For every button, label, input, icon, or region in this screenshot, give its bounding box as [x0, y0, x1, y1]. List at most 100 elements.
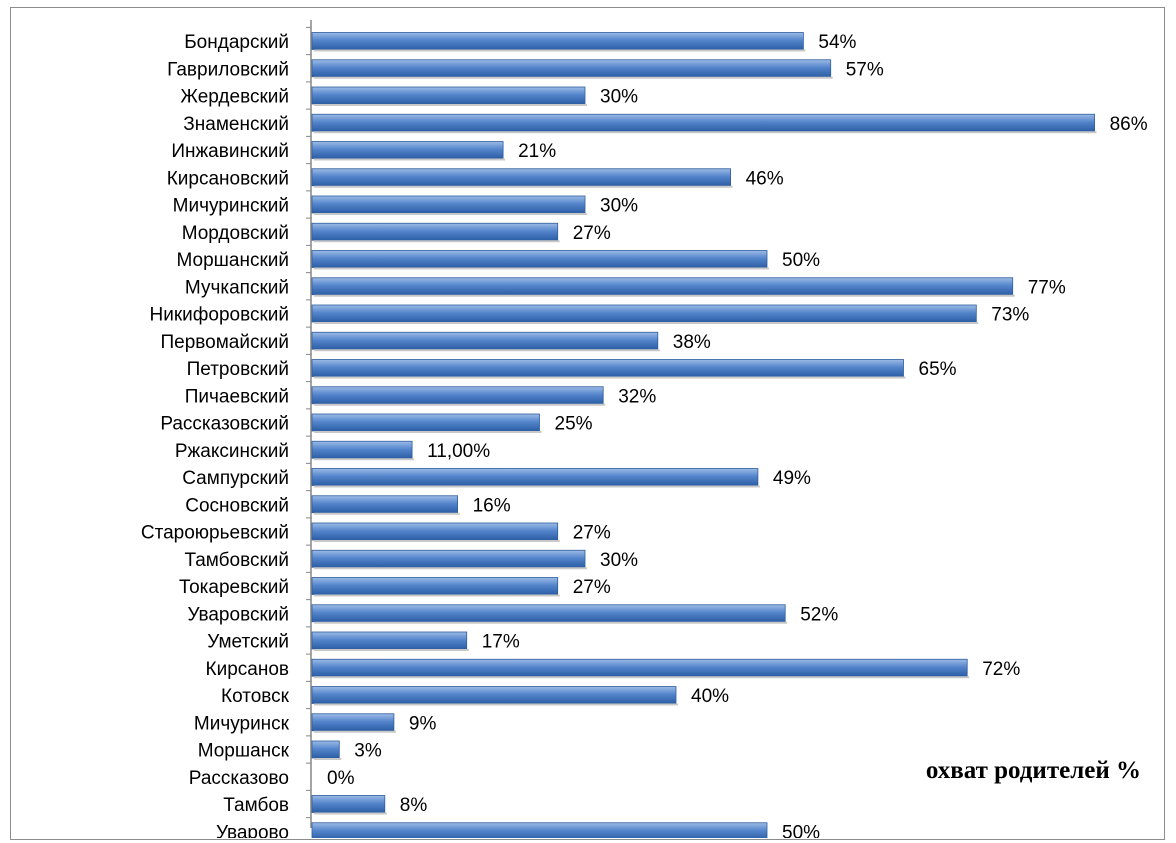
bar-shadow	[314, 104, 587, 106]
data-label: 27%	[573, 223, 611, 244]
bar-shadow	[314, 649, 469, 651]
category-label: Тамбовский	[184, 550, 289, 571]
category-label: Инжавинский	[171, 141, 289, 162]
bar-shadow	[314, 703, 678, 706]
category-label: Мичуринский	[173, 196, 289, 217]
bar	[311, 713, 395, 732]
bar-shadow	[314, 676, 970, 679]
data-label: 30%	[600, 196, 638, 217]
bar	[311, 331, 659, 350]
category-label: Моршанск	[198, 741, 290, 762]
data-label: 72%	[982, 659, 1020, 680]
category-label: Сосновский	[185, 495, 289, 516]
category-label: Токаревский	[179, 577, 289, 598]
category-label: Староюрьевский	[141, 523, 289, 544]
bar	[311, 577, 559, 595]
bar-shadow	[314, 322, 979, 324]
bar	[311, 32, 804, 50]
bar-shadow	[314, 213, 587, 215]
data-label: 46%	[746, 168, 784, 189]
bar-shadow	[314, 267, 769, 270]
bar	[311, 359, 904, 377]
category-label: Пичаевский	[185, 386, 289, 407]
bar-shadow	[314, 240, 560, 243]
data-label: 30%	[600, 550, 638, 571]
bar	[311, 222, 559, 241]
data-label: 3%	[354, 741, 382, 762]
data-label: 21%	[518, 141, 556, 162]
bar	[311, 795, 386, 813]
bar	[311, 413, 540, 432]
data-label: 32%	[618, 386, 656, 407]
bar-shadow	[314, 158, 506, 161]
bar-shadow	[314, 512, 460, 515]
category-label: Кирсанов	[206, 659, 289, 680]
category-label: Тамбов	[223, 795, 289, 816]
data-label: 16%	[473, 495, 511, 516]
bar	[311, 250, 768, 268]
bar-shadow	[314, 294, 1015, 297]
category-label: Рассказово	[189, 768, 289, 789]
category-label: Котовск	[221, 686, 290, 707]
data-label: 17%	[482, 632, 520, 653]
data-label: 38%	[673, 332, 711, 353]
bar-shadow	[314, 376, 906, 379]
category-label: Мичуринск	[194, 713, 290, 734]
bars-layer	[311, 32, 1097, 838]
bar	[311, 59, 832, 78]
category-label: Сампурский	[182, 468, 289, 489]
category-label: Уваровский	[187, 604, 289, 625]
data-label: 73%	[991, 305, 1029, 326]
labels-layer: Бондарский 54% Гавриловский 57% Жердевский 30…	[141, 32, 1148, 838]
bar-shadow	[314, 594, 560, 597]
bar-shadow	[314, 431, 542, 433]
category-label: Уметский	[207, 632, 289, 653]
data-label: 8%	[400, 795, 428, 816]
data-label: 0%	[327, 768, 355, 789]
bar	[311, 686, 677, 704]
category-label: Бондарский	[184, 32, 289, 53]
data-label: 50%	[782, 250, 820, 271]
category-label: Знаменский	[183, 114, 289, 135]
category-label: Мордовский	[182, 223, 289, 244]
bar-shadow	[314, 621, 788, 624]
bar-shadow	[314, 185, 733, 188]
category-label: Гавриловский	[167, 59, 289, 80]
bar	[311, 195, 586, 214]
data-label: 49%	[773, 468, 811, 489]
bar-shadow	[314, 567, 587, 570]
bar	[311, 113, 1095, 132]
category-label: Жердевский	[180, 87, 289, 108]
bar-shadow	[314, 458, 415, 461]
bar	[311, 549, 586, 568]
legend-label: охват родителей %	[926, 757, 1141, 784]
bar-shadow	[314, 730, 396, 733]
bar	[311, 658, 968, 677]
bar-shadow	[314, 349, 660, 352]
bar-shadow	[314, 758, 342, 760]
data-label: 40%	[691, 686, 729, 707]
data-label: 50%	[782, 822, 820, 838]
data-label: 27%	[573, 577, 611, 598]
bar-shadow	[314, 812, 387, 815]
category-label: Моршанский	[176, 250, 289, 271]
bar	[311, 386, 604, 405]
bar	[311, 440, 413, 459]
data-label: 65%	[919, 359, 957, 380]
category-label: Никифоровский	[149, 305, 289, 326]
data-label: 25%	[555, 414, 593, 435]
bar-shadow	[314, 76, 833, 79]
data-label: 9%	[409, 713, 437, 734]
bar	[311, 495, 459, 514]
bar	[311, 740, 340, 759]
bar-shadow	[314, 540, 560, 542]
data-label: 77%	[1028, 277, 1066, 298]
bar	[311, 468, 759, 486]
category-label: Уварово	[216, 822, 289, 838]
data-label: 11,00%	[427, 441, 490, 462]
bar	[311, 522, 559, 541]
data-label: 52%	[800, 604, 838, 625]
bar-shadow	[314, 49, 806, 52]
category-label: Мучкапский	[185, 277, 289, 298]
bar	[311, 168, 732, 187]
